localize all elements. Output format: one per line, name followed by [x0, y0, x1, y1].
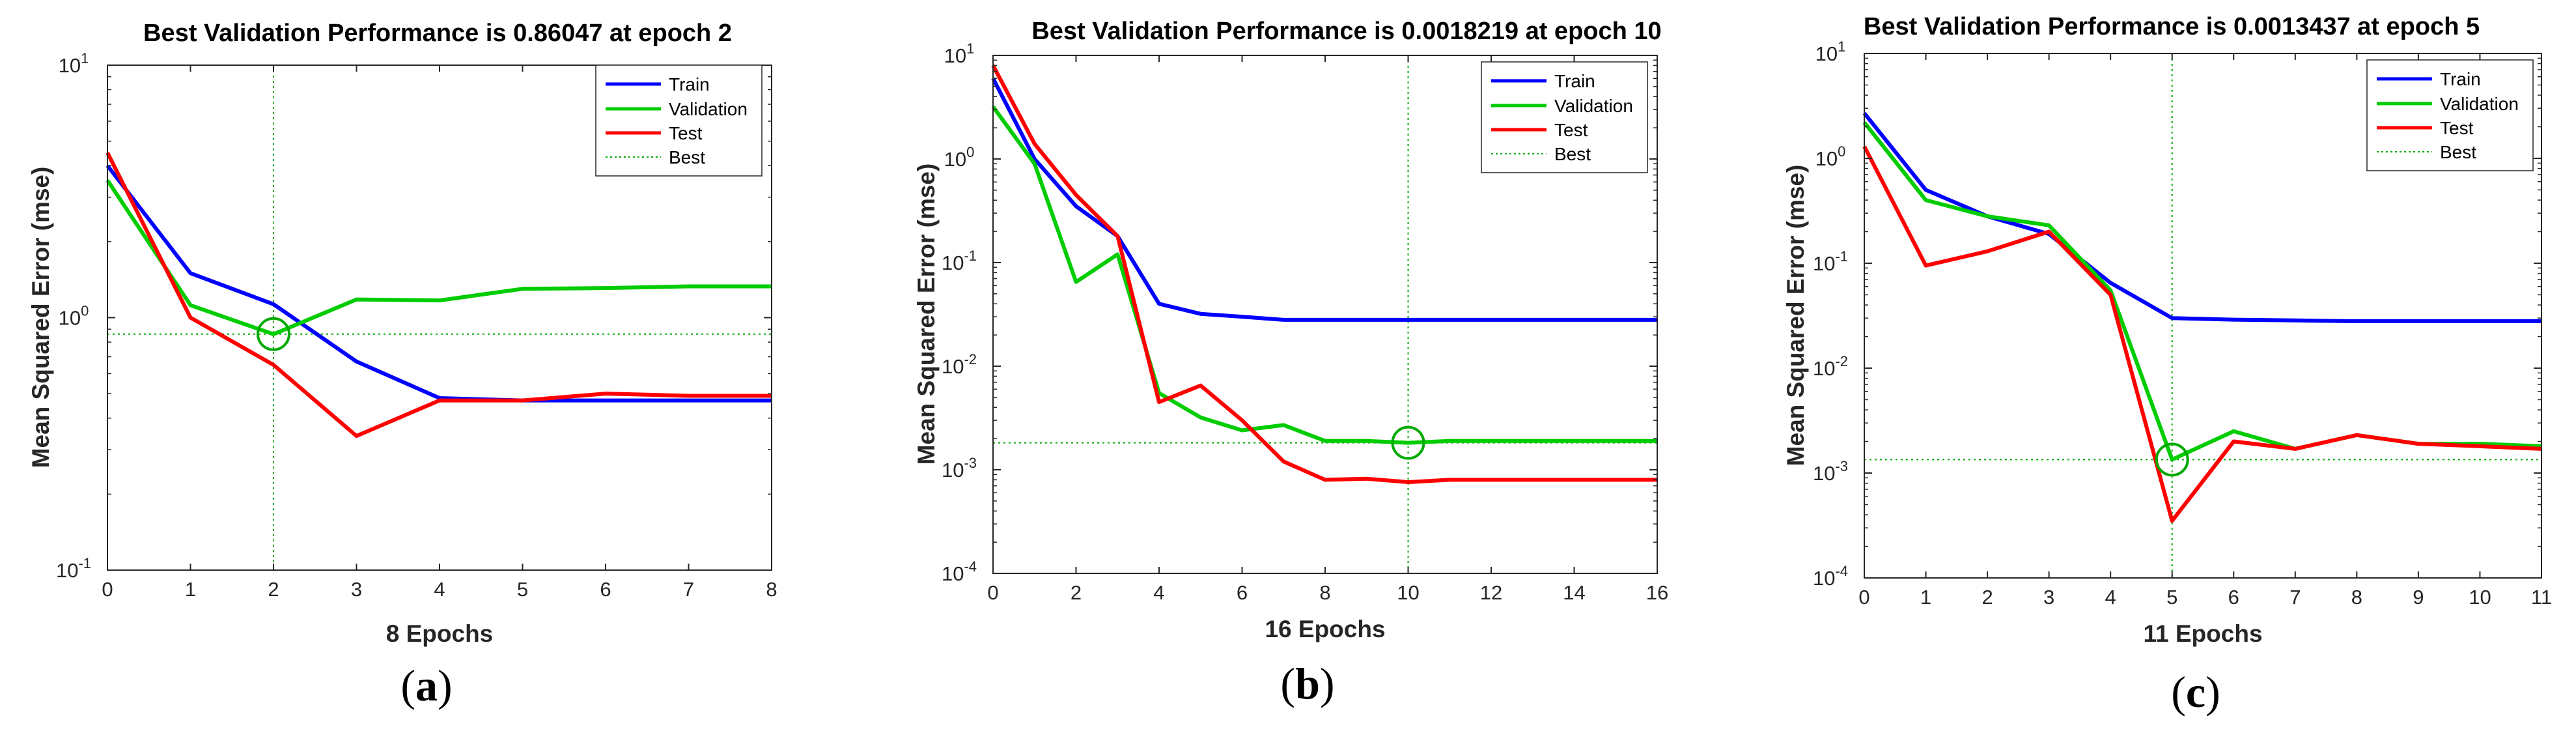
chart-title: Best Validation Performance is 0.0018219… — [1031, 18, 1661, 45]
y-tick-label: 10-1 — [942, 248, 977, 274]
legend-best-label: Best — [1554, 144, 1591, 164]
x-tick-label: 8 — [2351, 586, 2362, 609]
legend-test-label: Test — [1554, 120, 1588, 140]
series-line-train — [991, 77, 1657, 322]
x-axis-label: 8 Epochs — [386, 620, 494, 647]
y-tick-label: 10-1 — [1813, 248, 1848, 275]
x-tick-label: 2 — [268, 578, 279, 601]
x-tick-label: 8 — [1319, 581, 1330, 604]
panel-caption: (b) — [1280, 659, 1334, 708]
y-tick-label: 101 — [1815, 38, 1846, 65]
x-tick-label: 0 — [102, 578, 113, 601]
y-tick-label: 10-2 — [1813, 353, 1848, 380]
x-axis-label: 11 Epochs — [2143, 620, 2262, 647]
y-tick-label: 10-4 — [1813, 563, 1848, 590]
panel-c: Best Validation Performance is 0.0013437… — [1782, 13, 2552, 717]
x-tick-label: 4 — [2105, 586, 2116, 609]
x-tick-label: 14 — [1563, 581, 1585, 604]
y-axis-label: Mean Squared Error (mse) — [27, 167, 54, 468]
x-tick-label: 6 — [600, 578, 611, 601]
plot-frame — [1864, 53, 2542, 579]
y-tick-label: 100 — [1815, 143, 1846, 170]
series-line-test — [991, 64, 1657, 484]
best-marker — [2155, 442, 2189, 477]
y-tick-label: 10-3 — [1813, 458, 1848, 485]
series-line-validation — [105, 179, 772, 336]
x-tick-label: 8 — [766, 578, 777, 601]
x-tick-label: 16 — [1646, 581, 1668, 604]
x-tick-label: 9 — [2413, 586, 2424, 609]
series-line-train — [105, 164, 772, 403]
y-tick-label: 101 — [944, 40, 975, 67]
y-tick-label: 100 — [59, 303, 89, 330]
x-tick-label: 10 — [1397, 581, 1419, 604]
x-tick-label: 0 — [1858, 586, 1869, 609]
legend-best-label: Best — [669, 147, 705, 167]
x-tick-label: 3 — [2043, 586, 2054, 609]
x-tick-label: 4 — [434, 578, 445, 601]
panel-caption: (a) — [400, 661, 452, 710]
legend-train-label: Train — [669, 74, 710, 94]
x-tick-label: 4 — [1153, 581, 1164, 604]
legend-test-label: Test — [2440, 118, 2474, 138]
legend-box — [2366, 59, 2534, 171]
x-tick-label: 2 — [1981, 586, 1993, 609]
x-tick-label: 5 — [2166, 586, 2177, 609]
best-marker — [257, 317, 290, 351]
legend-test-label: Test — [669, 123, 703, 143]
legend-validation-label: Validation — [669, 99, 748, 119]
best-marker — [1391, 425, 1425, 460]
x-tick-label: 0 — [987, 581, 998, 604]
x-tick-label: 3 — [351, 578, 362, 601]
y-axis-label: Mean Squared Error (mse) — [1782, 165, 1809, 467]
legend-best-label: Best — [2440, 142, 2476, 162]
x-tick-label: 12 — [1480, 581, 1502, 604]
chart-title: Best Validation Performance is 0.0013437… — [1864, 13, 2480, 40]
legend-validation-label: Validation — [1554, 96, 1633, 116]
legend: Train Validation Test Best — [1481, 61, 1648, 173]
x-tick-label: 2 — [1071, 581, 1082, 604]
series-line-validation — [991, 105, 1657, 445]
panel-b: Best Validation Performance is 0.0018219… — [913, 18, 1668, 708]
x-tick-label: 7 — [2289, 586, 2301, 609]
x-tick-label: 5 — [517, 578, 528, 601]
panel-a: Best Validation Performance is 0.86047 a… — [27, 20, 777, 710]
x-tick-label: 1 — [1920, 586, 1931, 609]
legend-train-label: Train — [2440, 69, 2481, 89]
legend-validation-label: Validation — [2440, 94, 2519, 114]
y-tick-label: 100 — [944, 144, 975, 171]
series-line-test — [105, 152, 772, 438]
x-tick-label: 6 — [1237, 581, 1248, 604]
x-axis-label: 16 Epochs — [1265, 616, 1385, 642]
x-tick-label: 7 — [683, 578, 694, 601]
y-tick-label: 101 — [59, 50, 89, 77]
x-tick-label: 1 — [185, 578, 196, 601]
legend: Train Validation Test Best — [595, 65, 763, 177]
legend-train-label: Train — [1554, 71, 1595, 91]
x-tick-label: 6 — [2228, 586, 2239, 609]
series-line-test — [1862, 145, 2542, 523]
chart-title: Best Validation Performance is 0.86047 a… — [143, 20, 732, 47]
y-tick-label: 10-3 — [942, 455, 977, 481]
y-tick-label: 10-2 — [942, 351, 977, 378]
y-axis-label: Mean Squared Error (mse) — [913, 164, 940, 465]
y-tick-label: 10-4 — [942, 558, 977, 585]
legend: Train Validation Test Best — [2366, 59, 2534, 171]
panel-caption: (c) — [2171, 667, 2220, 717]
x-tick-label: 10 — [2469, 586, 2491, 609]
y-tick-label: 10-1 — [56, 555, 91, 582]
x-tick-label: 11 — [2531, 586, 2552, 609]
